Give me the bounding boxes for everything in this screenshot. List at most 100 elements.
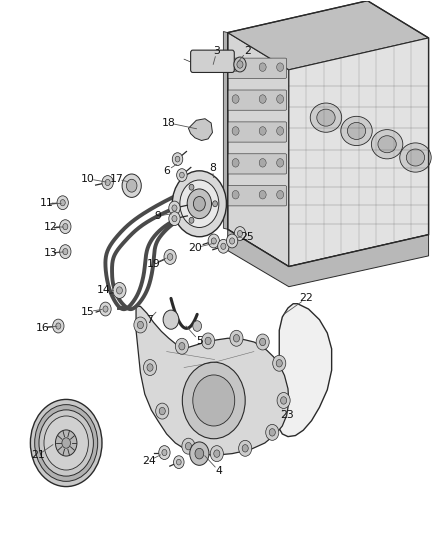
Circle shape <box>266 424 279 440</box>
FancyBboxPatch shape <box>227 90 287 110</box>
Text: 21: 21 <box>31 450 45 460</box>
Circle shape <box>180 180 219 228</box>
Circle shape <box>122 174 141 197</box>
Text: 8: 8 <box>209 163 216 173</box>
Circle shape <box>259 127 266 135</box>
Circle shape <box>134 317 147 333</box>
Text: 15: 15 <box>81 306 95 317</box>
Circle shape <box>172 171 226 237</box>
Circle shape <box>232 127 239 135</box>
Text: 23: 23 <box>280 410 293 421</box>
Circle shape <box>214 450 220 457</box>
Circle shape <box>173 456 184 469</box>
Circle shape <box>57 196 68 209</box>
Circle shape <box>256 334 269 350</box>
Circle shape <box>53 319 64 333</box>
Circle shape <box>177 459 181 465</box>
Circle shape <box>179 343 185 350</box>
Text: 24: 24 <box>142 456 156 465</box>
Text: 7: 7 <box>146 314 152 325</box>
Text: 17: 17 <box>110 174 123 184</box>
Circle shape <box>113 282 126 298</box>
Circle shape <box>189 217 194 223</box>
Circle shape <box>237 61 243 68</box>
Polygon shape <box>228 229 428 287</box>
Circle shape <box>56 430 77 456</box>
Circle shape <box>260 338 266 346</box>
Circle shape <box>237 230 243 237</box>
Circle shape <box>193 321 201 332</box>
Polygon shape <box>136 306 289 455</box>
Circle shape <box>172 153 183 165</box>
Circle shape <box>233 335 240 342</box>
Circle shape <box>277 127 284 135</box>
Circle shape <box>144 360 156 375</box>
Text: 4: 4 <box>215 466 223 476</box>
Ellipse shape <box>317 109 335 126</box>
Polygon shape <box>188 119 212 141</box>
Circle shape <box>208 234 219 248</box>
Circle shape <box>232 190 239 199</box>
Circle shape <box>147 364 153 371</box>
Circle shape <box>103 306 108 312</box>
FancyBboxPatch shape <box>227 122 287 142</box>
Circle shape <box>175 338 188 354</box>
Circle shape <box>234 227 246 240</box>
Circle shape <box>175 156 180 162</box>
Circle shape <box>169 212 180 225</box>
Circle shape <box>239 440 252 456</box>
Circle shape <box>190 442 209 465</box>
Circle shape <box>172 215 177 222</box>
Circle shape <box>212 201 218 207</box>
Circle shape <box>60 199 65 206</box>
Circle shape <box>162 449 167 456</box>
Circle shape <box>62 438 71 448</box>
Circle shape <box>102 175 113 189</box>
Circle shape <box>60 245 71 259</box>
Ellipse shape <box>341 116 372 146</box>
Ellipse shape <box>347 123 366 140</box>
Circle shape <box>159 446 170 459</box>
Circle shape <box>277 392 290 408</box>
Text: 22: 22 <box>300 293 313 303</box>
Circle shape <box>187 189 212 219</box>
Circle shape <box>210 446 223 462</box>
Circle shape <box>185 442 191 450</box>
Circle shape <box>234 57 246 72</box>
Text: 11: 11 <box>40 198 53 208</box>
Circle shape <box>63 223 68 230</box>
Circle shape <box>232 63 239 71</box>
Circle shape <box>242 445 248 452</box>
FancyBboxPatch shape <box>227 58 287 78</box>
Circle shape <box>269 429 276 436</box>
FancyBboxPatch shape <box>227 154 287 174</box>
Circle shape <box>39 410 93 476</box>
Text: 14: 14 <box>96 286 110 295</box>
FancyBboxPatch shape <box>227 185 287 206</box>
Ellipse shape <box>371 130 403 159</box>
Circle shape <box>44 416 88 470</box>
Circle shape <box>193 375 235 426</box>
Circle shape <box>259 95 266 103</box>
Circle shape <box>56 323 61 329</box>
Circle shape <box>127 179 137 192</box>
Polygon shape <box>228 1 428 70</box>
Circle shape <box>169 201 180 215</box>
Circle shape <box>138 321 144 329</box>
Circle shape <box>100 302 111 316</box>
Text: 9: 9 <box>155 211 161 221</box>
Text: 13: 13 <box>44 248 58 258</box>
Circle shape <box>63 248 68 255</box>
Circle shape <box>221 243 226 249</box>
Circle shape <box>182 362 245 439</box>
Circle shape <box>259 190 266 199</box>
Circle shape <box>218 239 229 253</box>
Text: 25: 25 <box>240 232 254 243</box>
Circle shape <box>259 159 266 167</box>
Circle shape <box>205 337 211 345</box>
Circle shape <box>182 438 195 454</box>
Circle shape <box>211 238 216 244</box>
Circle shape <box>167 254 173 260</box>
Circle shape <box>226 234 238 248</box>
Circle shape <box>277 63 284 71</box>
